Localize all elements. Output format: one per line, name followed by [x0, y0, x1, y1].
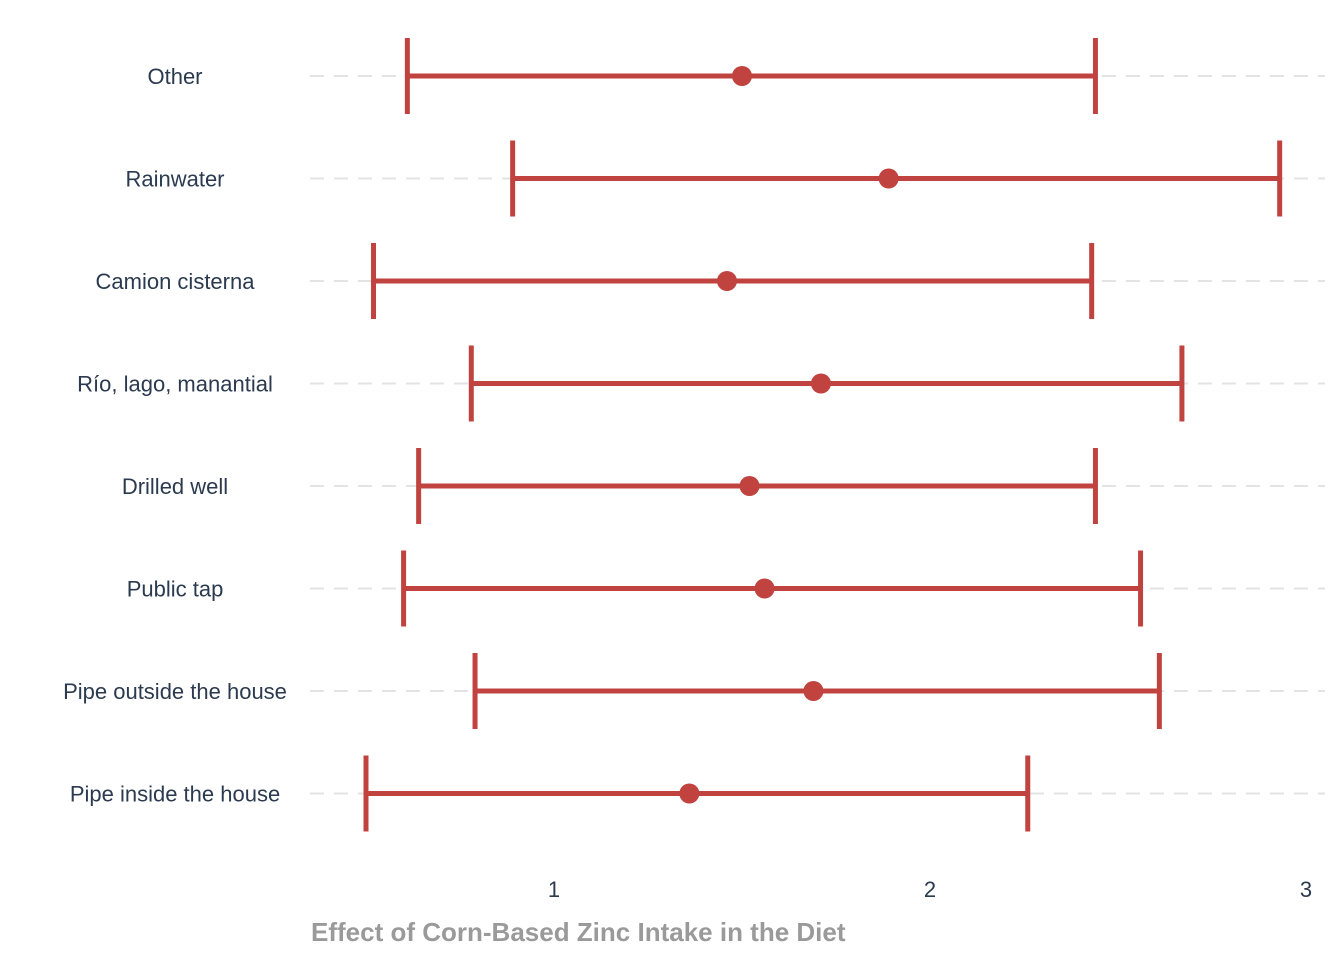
category-label: Public tap [127, 577, 224, 602]
x-axis-title: Effect of Corn-Based Zinc Intake in the … [311, 917, 846, 947]
error-bar-row [401, 550, 1144, 627]
category-label: Pipe outside the house [63, 679, 287, 704]
category-label: Camion cisterna [96, 269, 256, 294]
error-bar-row [371, 243, 1095, 319]
x-axis-ticks: 1 2 3 [548, 877, 1312, 902]
point-estimate [739, 476, 760, 496]
point-estimate [803, 681, 824, 701]
x-tick-label: 1 [548, 877, 560, 902]
error-bar-row [468, 345, 1185, 422]
x-tick-label: 2 [924, 877, 936, 902]
error-bar-row [404, 38, 1098, 114]
category-label: Rainwater [125, 167, 224, 192]
x-tick-label: 3 [1300, 877, 1312, 902]
point-estimate [679, 783, 700, 804]
point-estimate [732, 66, 752, 86]
point-estimate [810, 373, 831, 394]
category-label: Río, lago, manantial [77, 372, 273, 397]
error-bar-row [416, 448, 1098, 524]
category-labels: Other Rainwater Camion cisterna Río, lago, … [63, 64, 287, 807]
category-label: Drilled well [122, 474, 228, 499]
error-bars [363, 38, 1283, 832]
error-bar-row [363, 755, 1031, 832]
point-estimate [716, 271, 737, 291]
category-label: Pipe inside the house [70, 782, 280, 807]
category-label: Other [147, 64, 202, 89]
error-bar-row [510, 140, 1283, 217]
point-estimate [878, 168, 899, 189]
error-bar-row [472, 653, 1162, 729]
point-estimate [754, 578, 775, 599]
